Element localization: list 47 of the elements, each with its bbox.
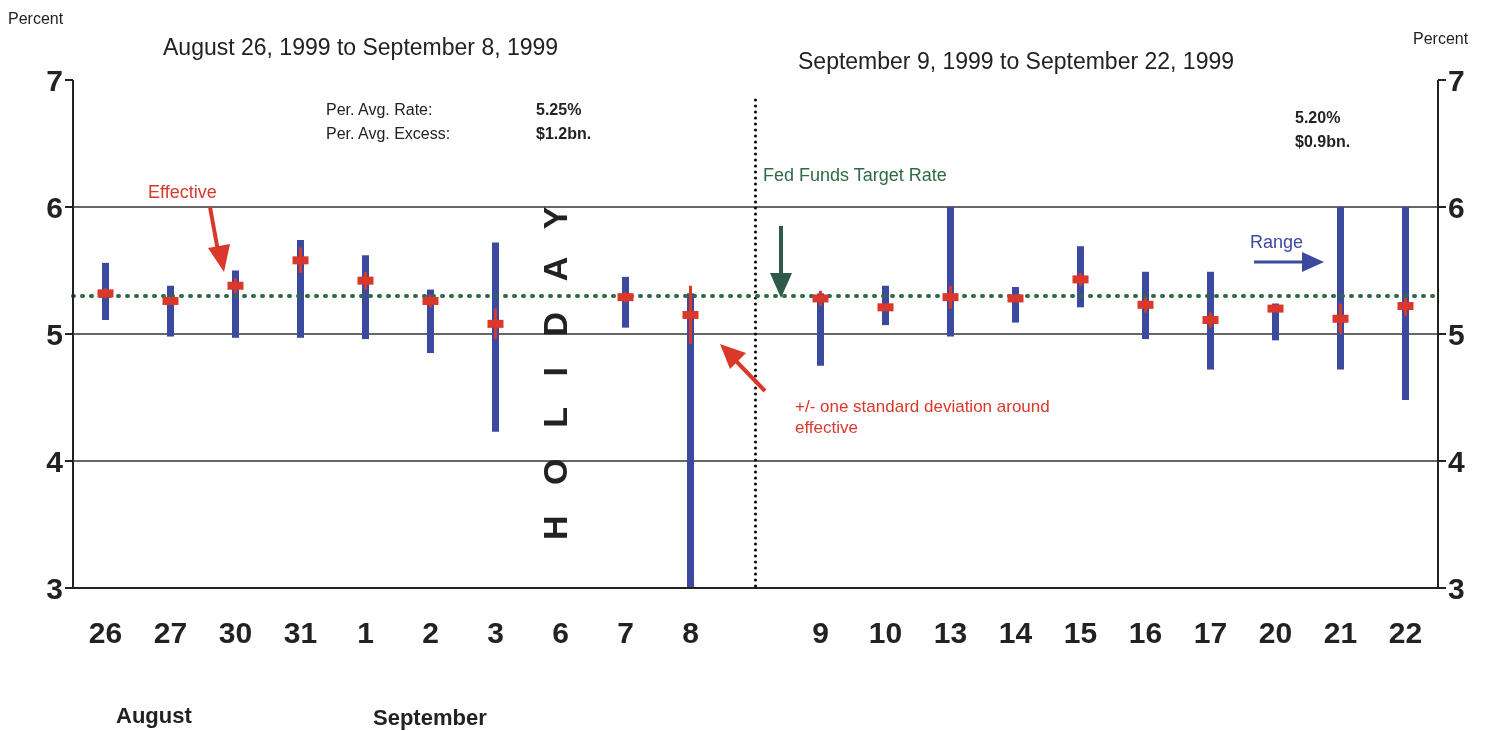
x-tick-label: 16 <box>1128 616 1163 650</box>
text: Effective <box>148 182 217 203</box>
x-tick-label: 6 <box>552 616 569 650</box>
x-tick-label: 27 <box>153 616 188 650</box>
x-tick-label: 14 <box>998 616 1033 650</box>
annotation: HOLIDAY <box>535 175 575 541</box>
y2-tick-label: 3 <box>1448 571 1465 605</box>
y2-tick-label: 6 <box>1448 190 1465 224</box>
chart-title: August 26, 1999 to September 8, 1999 <box>163 34 559 61</box>
annotation: $0.9bn. <box>1295 132 1351 152</box>
annotation: 5.25% <box>536 100 582 120</box>
series-label: Range <box>1250 232 1304 253</box>
y2-tick-label: 5 <box>1448 317 1465 351</box>
text: August <box>116 702 192 730</box>
x-tick-label: 22 <box>1388 616 1423 650</box>
x-tick-label: 31 <box>283 616 318 650</box>
annotation: Per. Avg. Excess: <box>326 124 451 144</box>
x-tick-label: 3 <box>487 616 504 650</box>
x-tick-label: 1 <box>357 616 374 650</box>
y-tick-label: 6 <box>46 190 63 224</box>
y-axis-title: Percent <box>8 10 64 28</box>
y2-tick-label: 4 <box>1448 444 1465 478</box>
y-tick-label: 3 <box>46 571 63 605</box>
y-tick-label: 4 <box>46 444 64 478</box>
x-tick-label: 2 <box>422 616 439 650</box>
x-tick-label: 7 <box>617 616 634 650</box>
y2-axis-title: Percent <box>1413 30 1469 48</box>
annotation: $1.2bn. <box>536 124 592 144</box>
x-tick-label: 20 <box>1258 616 1293 650</box>
chart-subtitle: September 9, 1999 to September 22, 1999 <box>798 48 1235 75</box>
y-tick-label: 5 <box>46 317 63 351</box>
text: September <box>373 704 487 731</box>
x-tick-label: 30 <box>218 616 253 650</box>
y-tick-label: 7 <box>46 63 63 97</box>
x-tick-label: 17 <box>1193 616 1228 650</box>
ref-line-label: Fed Funds Target Rate <box>763 164 948 187</box>
x-tick-label: 10 <box>868 616 903 650</box>
x-tick-label: 8 <box>682 616 699 650</box>
x-tick-label: 9 <box>812 616 829 650</box>
x-tick-label: 21 <box>1323 616 1358 650</box>
x-tick-label: 13 <box>933 616 968 650</box>
x-tick-label: 15 <box>1063 616 1098 650</box>
y2-tick-label: 7 <box>1448 63 1465 97</box>
annotation: Per. Avg. Rate: <box>326 100 433 120</box>
x-tick-label: 26 <box>88 616 123 650</box>
annotation: +/- one standard deviation around effective <box>795 396 1051 439</box>
annotation: 5.20% <box>1295 108 1341 128</box>
